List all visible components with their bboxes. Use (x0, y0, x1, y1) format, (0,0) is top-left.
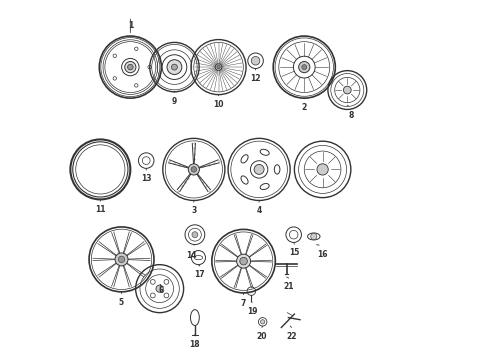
Circle shape (172, 64, 177, 70)
Text: 15: 15 (289, 248, 299, 257)
Circle shape (302, 65, 307, 69)
Circle shape (188, 164, 199, 175)
Circle shape (135, 47, 138, 50)
Circle shape (311, 233, 317, 239)
Circle shape (76, 145, 125, 194)
Circle shape (125, 62, 136, 73)
Circle shape (164, 279, 169, 284)
Circle shape (237, 254, 250, 268)
Circle shape (317, 164, 328, 175)
Text: 17: 17 (195, 270, 205, 279)
Circle shape (217, 66, 220, 69)
Circle shape (135, 84, 138, 87)
Text: 3: 3 (191, 207, 196, 215)
Circle shape (254, 165, 264, 174)
Text: 6: 6 (158, 286, 164, 295)
Text: 13: 13 (141, 174, 151, 183)
Text: 21: 21 (284, 282, 294, 291)
Text: 12: 12 (250, 74, 261, 83)
Circle shape (164, 293, 169, 298)
Circle shape (261, 320, 265, 324)
Circle shape (343, 86, 351, 94)
Circle shape (192, 232, 198, 238)
Circle shape (127, 64, 133, 70)
Text: 14: 14 (186, 251, 196, 260)
Circle shape (299, 62, 310, 73)
Text: 4: 4 (256, 207, 262, 215)
Text: 10: 10 (213, 100, 224, 109)
Text: 18: 18 (190, 340, 200, 349)
Circle shape (167, 60, 182, 75)
Circle shape (113, 77, 117, 80)
Text: 7: 7 (241, 299, 246, 308)
Circle shape (240, 257, 247, 265)
Circle shape (215, 64, 222, 71)
Text: 19: 19 (247, 307, 257, 316)
Text: 5: 5 (119, 298, 124, 307)
Text: 16: 16 (317, 250, 327, 259)
Circle shape (148, 66, 151, 69)
Circle shape (150, 279, 155, 284)
Circle shape (156, 285, 163, 292)
Circle shape (113, 54, 117, 58)
Text: 1: 1 (128, 21, 133, 30)
Circle shape (118, 256, 125, 263)
Circle shape (150, 293, 155, 298)
Text: 8: 8 (348, 111, 353, 120)
Circle shape (115, 253, 128, 266)
Circle shape (251, 57, 260, 65)
Text: 22: 22 (286, 332, 297, 341)
Text: 11: 11 (95, 206, 106, 215)
Text: 2: 2 (302, 103, 307, 112)
Text: 9: 9 (172, 97, 177, 106)
Circle shape (191, 167, 196, 172)
Text: 20: 20 (257, 332, 267, 341)
